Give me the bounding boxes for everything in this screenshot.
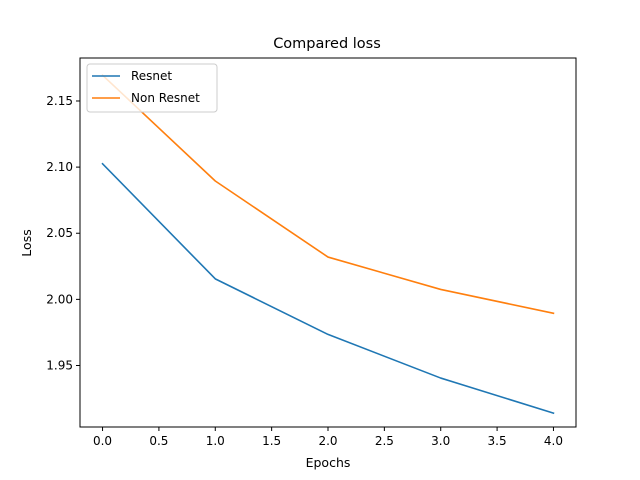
legend: Resnet Non Resnet — [86, 63, 218, 113]
x-tick-label: 3.0 — [431, 434, 450, 448]
legend-label: Resnet — [131, 69, 172, 83]
x-tick-label: 1.5 — [262, 434, 281, 448]
x-tick-label: 4.0 — [544, 434, 563, 448]
y-tick-label: 1.95 — [46, 359, 73, 373]
y-axis-label: Loss — [19, 229, 34, 256]
y-tick-label: 2.05 — [46, 226, 73, 240]
y-tick-label: 2.10 — [46, 160, 73, 174]
x-axis-ticks: 0.0 0.5 1.0 1.5 2.0 2.5 3.0 3.5 4.0 — [93, 427, 563, 448]
chart-title: Compared loss — [273, 36, 381, 52]
y-tick-label: 2.00 — [46, 292, 73, 306]
y-tick-label: 2.15 — [46, 94, 73, 108]
x-tick-label: 2.0 — [318, 434, 337, 448]
x-tick-label: 3.5 — [488, 434, 507, 448]
x-tick-label: 2.5 — [375, 434, 394, 448]
x-axis-label: Epochs — [306, 455, 351, 470]
y-axis-ticks: 1.95 2.00 2.05 2.10 2.15 — [46, 94, 80, 373]
x-tick-label: 0.5 — [149, 434, 168, 448]
legend-label: Non Resnet — [131, 91, 200, 105]
x-tick-label: 0.0 — [93, 434, 112, 448]
x-tick-label: 1.0 — [206, 434, 225, 448]
